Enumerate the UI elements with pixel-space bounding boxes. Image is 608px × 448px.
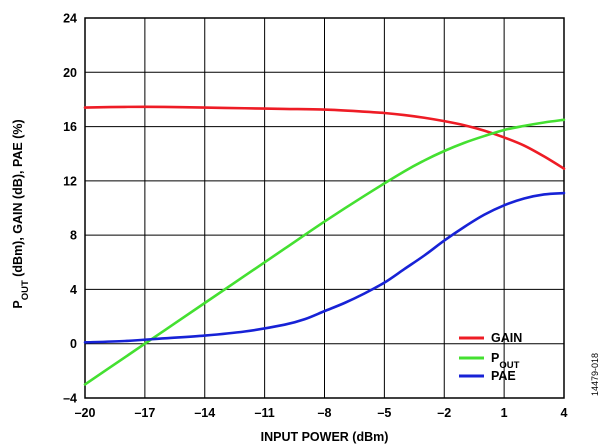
y-tick-label: 16 [63, 120, 77, 134]
y-tick-label: 24 [63, 12, 77, 26]
series-line-pae [83, 191, 566, 344]
y-tick-label: 20 [63, 66, 77, 80]
x-tick-label: –2 [437, 406, 451, 420]
plot-frame [84, 17, 565, 399]
legend-label-pae: PAE [491, 369, 516, 383]
y-tick-labels: –4 0 4 8 12 16 20 24 [63, 12, 77, 406]
figure-id: 14479-018 [590, 353, 600, 396]
x-tick-label: –14 [194, 406, 215, 420]
series-line-gain [83, 105, 566, 170]
series-line-pout [83, 118, 566, 386]
x-tick-label: 1 [501, 406, 508, 420]
x-tick-label: 4 [561, 406, 568, 420]
y-tick-label: 0 [70, 337, 77, 351]
x-tick-label: –8 [318, 406, 332, 420]
x-tick-labels: –20 –17 –14 –11 –8 –5 –2 1 4 [75, 406, 568, 420]
y-tick-label: 4 [70, 283, 77, 297]
y-tick-label: 12 [63, 174, 77, 188]
series-lines [83, 105, 566, 386]
x-tick-label: –5 [377, 406, 391, 420]
x-axis-title: INPUT POWER (dBm) [261, 430, 389, 444]
legend-label-pout: POUT [491, 351, 520, 371]
y-tick-label: –4 [63, 392, 77, 406]
x-tick-label: –17 [134, 406, 155, 420]
x-tick-label: –11 [255, 406, 275, 420]
y-tick-label: 8 [70, 229, 77, 243]
grid [85, 18, 564, 398]
x-tick-label: –20 [75, 406, 96, 420]
legend-label-gain: GAIN [491, 331, 522, 345]
y-axis-title: POUT (dBm), GAIN (dB), PAE (%) [11, 119, 31, 308]
